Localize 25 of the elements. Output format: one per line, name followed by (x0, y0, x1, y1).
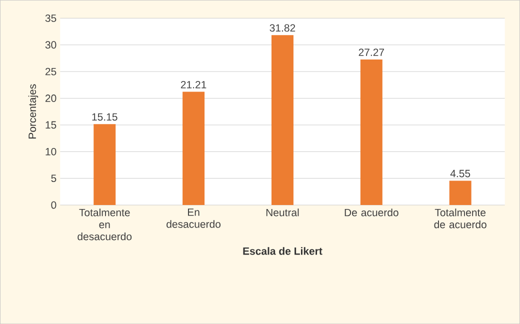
bar (94, 124, 116, 205)
x-axis-title: Escala de Likert (243, 247, 322, 255)
x-tick-label: Totalmente de acuerdo (434, 208, 486, 228)
data-label: 15.15 (92, 113, 118, 121)
x-tick-label: Totalmente en desacuerdo (78, 208, 132, 240)
y-tick-label: 10 (46, 148, 56, 156)
y-tick-label: 30 (45, 41, 56, 49)
x-tick-label: Neutral (266, 208, 299, 216)
y-tick-label: 5 (51, 174, 56, 182)
y-tick-label: 15 (46, 121, 56, 129)
y-axis-title: Porcentajes (28, 84, 38, 138)
bar (182, 92, 205, 205)
data-label: 27.27 (358, 48, 384, 56)
x-tick-label: De acuerdo (344, 208, 398, 216)
data-label: 4.55 (450, 170, 470, 178)
data-label: 21.21 (180, 80, 206, 88)
bar (360, 59, 382, 205)
y-tick-label: 25 (45, 68, 56, 76)
y-tick-label: 20 (45, 94, 56, 102)
y-tick-label: 35 (45, 14, 56, 22)
data-label: 31.82 (270, 24, 296, 32)
y-tick-label: 0 (51, 201, 56, 209)
bar (271, 35, 294, 205)
x-tick-label: En desacuerdo (166, 208, 221, 228)
bar (449, 180, 472, 205)
